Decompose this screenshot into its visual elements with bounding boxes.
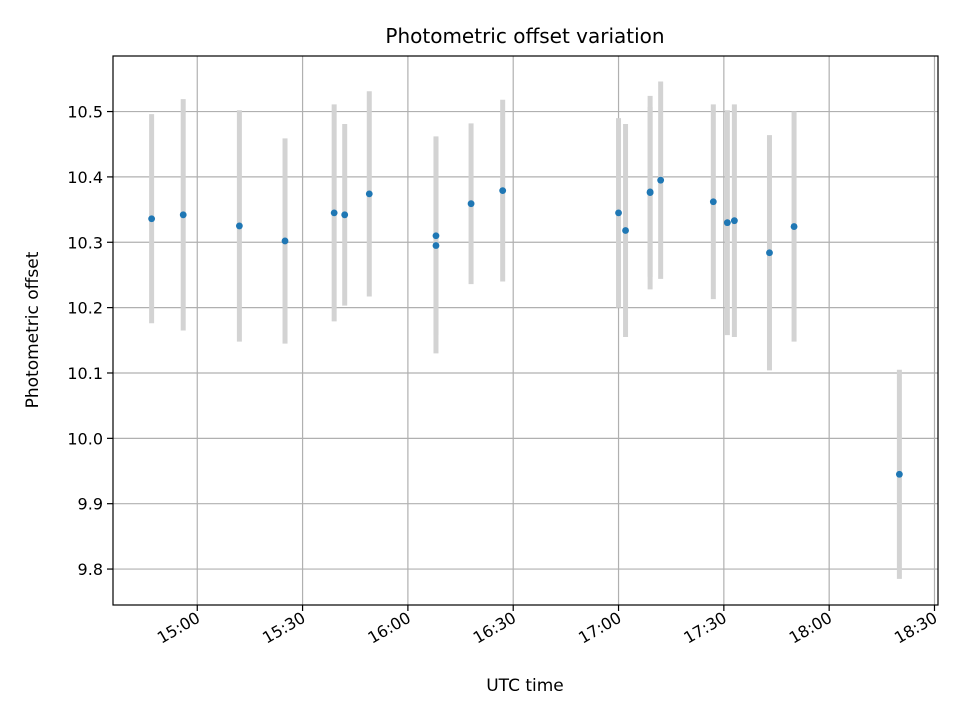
y-tick-label: 9.8 <box>78 560 103 579</box>
plot-frame <box>112 55 939 606</box>
data-point <box>895 470 903 478</box>
data-point <box>615 209 622 217</box>
data-point <box>646 188 654 196</box>
y-tick-label: 10.3 <box>67 233 103 252</box>
data-point <box>622 227 629 234</box>
y-tick-label: 10.0 <box>67 429 103 448</box>
data-point <box>790 223 798 230</box>
y-tick-label: 10.2 <box>67 299 103 318</box>
y-tick-label: 10.1 <box>67 364 103 383</box>
data-point <box>499 187 507 195</box>
data-point <box>235 222 243 230</box>
chart-title: Photometric offset variation <box>385 24 664 48</box>
data-point <box>723 219 731 227</box>
grid <box>113 56 938 605</box>
data-point <box>330 209 338 217</box>
y-tick-label: 10.5 <box>67 103 103 122</box>
y-axis: 9.8 9.9 10.0 10.1 10.2 10.3 10.4 10.5 <box>67 103 113 579</box>
x-axis-label: UTC time <box>486 676 564 696</box>
data-point <box>432 242 440 249</box>
y-axis-label: Photometric offset <box>23 251 43 408</box>
data-point <box>365 190 373 198</box>
data-point <box>766 249 773 257</box>
data-point <box>281 237 289 245</box>
data-point <box>730 217 738 225</box>
data-point <box>709 198 717 206</box>
y-tick-label: 10.4 <box>67 168 103 187</box>
data-point <box>179 211 187 219</box>
data-point <box>432 232 440 240</box>
data-point <box>341 211 349 219</box>
data-point <box>148 215 156 223</box>
data-points <box>148 176 903 478</box>
data-point <box>467 200 475 208</box>
y-tick-label: 9.9 <box>78 495 103 514</box>
data-point <box>657 176 665 184</box>
